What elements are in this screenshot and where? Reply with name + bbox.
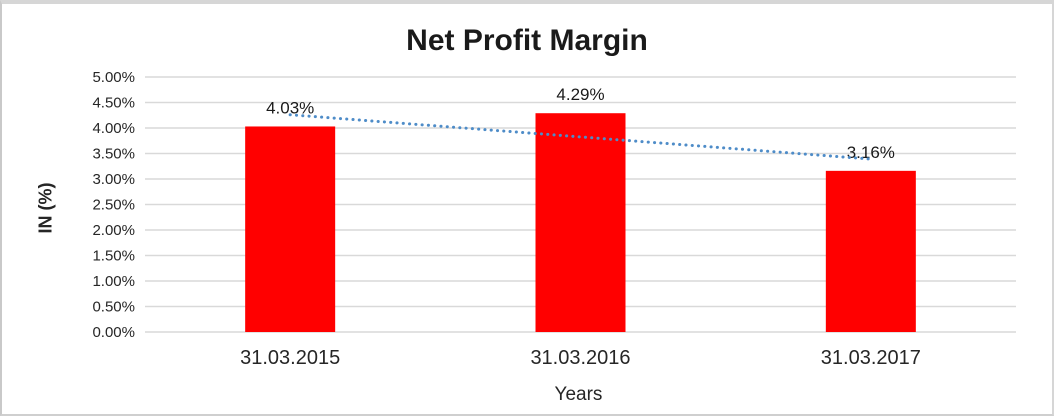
plot-area: 0.00% 0.50% 1.00% 1.50% 2.00% 2.50% 3.00% 3.50%… xyxy=(92,69,1016,369)
y-tick-label: 2.50% xyxy=(92,197,135,214)
x-tick-label: 31.03.2017 xyxy=(821,347,921,369)
bar-value-label: 4.29% xyxy=(556,85,604,104)
y-tick-label: 0.00% xyxy=(92,324,135,341)
y-tick-label: 5.00% xyxy=(92,69,135,86)
bar xyxy=(535,113,626,333)
bar xyxy=(825,170,916,332)
x-tick-label: 31.03.2015 xyxy=(240,347,340,369)
y-tick-label: 3.50% xyxy=(92,146,135,163)
y-tick-label: 4.00% xyxy=(92,120,135,137)
y-tick-label: 4.50% xyxy=(92,95,135,112)
chart-title: Net Profit Margin xyxy=(406,24,648,57)
y-tick-label: 1.50% xyxy=(92,248,135,265)
x-axis-title: Years xyxy=(554,384,603,405)
y-tick-label: 3.00% xyxy=(92,171,135,188)
trendline xyxy=(288,113,873,161)
y-tick-label: 1.00% xyxy=(92,273,135,290)
bar-value-label: 4.03% xyxy=(266,98,314,117)
y-tick-label: 2.00% xyxy=(92,222,135,239)
x-tick-label: 31.03.2016 xyxy=(530,347,630,369)
bar xyxy=(245,126,336,332)
bar-value-label: 3.16% xyxy=(847,143,895,162)
y-tick-label: 0.50% xyxy=(92,299,135,316)
